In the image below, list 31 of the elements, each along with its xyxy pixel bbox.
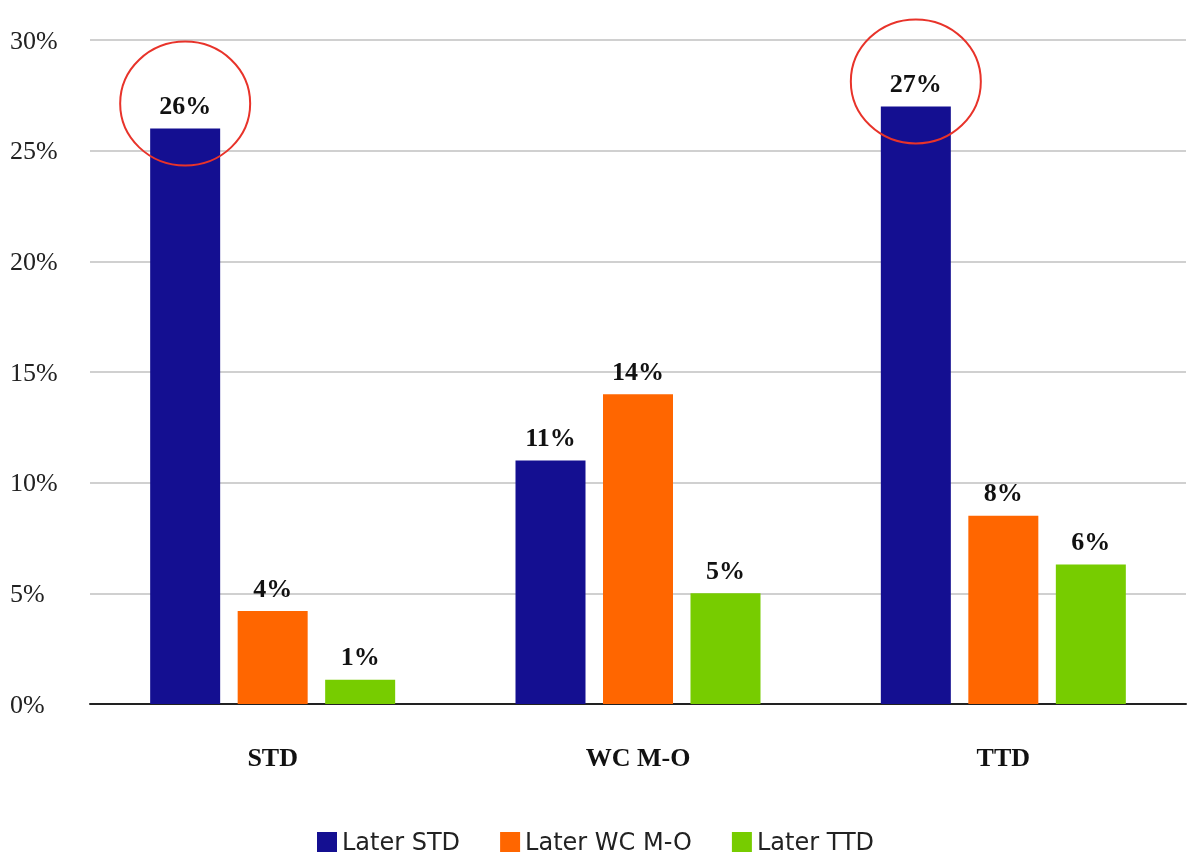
- y-tick-label: 0%: [10, 689, 45, 719]
- data-label: 14%: [612, 356, 664, 386]
- data-label: 6%: [1071, 527, 1111, 557]
- y-tick-label: 15%: [10, 357, 58, 387]
- bar: [968, 515, 1039, 704]
- data-label: 11%: [525, 423, 576, 453]
- legend-label: Later STD: [341, 828, 461, 856]
- data-label: 8%: [983, 478, 1023, 508]
- bar: [1055, 564, 1126, 704]
- y-tick-label: 5%: [10, 578, 45, 608]
- data-label: 5%: [706, 555, 745, 585]
- y-tick-label: 20%: [10, 246, 58, 276]
- data-label: 4%: [253, 573, 293, 603]
- x-tick-label: STD: [247, 742, 298, 772]
- data-label: 26%: [159, 91, 212, 121]
- y-tick-label: 30%: [10, 25, 58, 55]
- y-tick-label: 25%: [10, 136, 58, 166]
- legend-label: Later WC M-O: [525, 828, 692, 856]
- bar: [325, 679, 396, 704]
- bar: [150, 128, 221, 704]
- bar: [690, 593, 761, 704]
- bar: [880, 106, 951, 704]
- data-label: 27%: [889, 68, 942, 98]
- x-tick-label: TTD: [976, 742, 1031, 772]
- data-label: 1%: [340, 642, 380, 672]
- legend-label: Later TTD: [756, 828, 875, 856]
- x-tick-label: WC M-O: [585, 742, 691, 772]
- bar: [603, 394, 673, 704]
- bar: [237, 611, 308, 704]
- bar: [515, 460, 586, 704]
- y-tick-label: 10%: [10, 468, 58, 498]
